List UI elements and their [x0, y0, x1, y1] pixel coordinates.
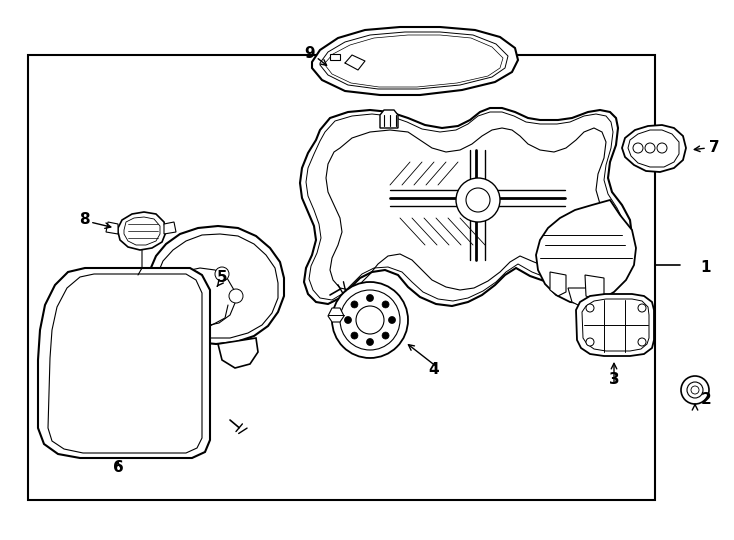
Circle shape	[366, 339, 374, 346]
Circle shape	[657, 143, 667, 153]
Text: 8: 8	[79, 213, 90, 227]
Text: 5: 5	[217, 271, 228, 286]
Bar	[28, 55, 655, 500]
Polygon shape	[576, 294, 654, 356]
Polygon shape	[300, 108, 632, 306]
Circle shape	[466, 188, 490, 212]
Polygon shape	[550, 272, 566, 296]
Circle shape	[382, 301, 389, 308]
Polygon shape	[38, 268, 210, 458]
Polygon shape	[312, 27, 518, 95]
Text: 9: 9	[305, 46, 316, 62]
Circle shape	[691, 386, 699, 394]
Circle shape	[366, 294, 374, 301]
Polygon shape	[330, 54, 340, 60]
Circle shape	[388, 316, 396, 323]
Circle shape	[187, 271, 201, 285]
Text: 1: 1	[701, 260, 711, 275]
Circle shape	[681, 376, 709, 404]
Text: 3: 3	[608, 373, 619, 388]
Circle shape	[456, 178, 500, 222]
Polygon shape	[585, 275, 604, 300]
Text: 6: 6	[112, 461, 123, 476]
Circle shape	[356, 306, 384, 334]
Circle shape	[638, 338, 646, 346]
Circle shape	[586, 304, 594, 312]
Circle shape	[171, 285, 185, 299]
Circle shape	[229, 289, 243, 303]
Text: 7: 7	[709, 140, 719, 156]
Circle shape	[351, 301, 358, 308]
Circle shape	[645, 143, 655, 153]
Polygon shape	[218, 338, 258, 368]
Polygon shape	[118, 212, 166, 250]
Circle shape	[633, 143, 643, 153]
Circle shape	[586, 338, 594, 346]
Circle shape	[687, 382, 703, 398]
Polygon shape	[380, 110, 398, 128]
Circle shape	[332, 282, 408, 358]
Polygon shape	[148, 226, 284, 344]
Polygon shape	[568, 288, 590, 306]
Text: 4: 4	[429, 362, 440, 377]
Circle shape	[215, 267, 229, 281]
Text: 2: 2	[701, 393, 711, 408]
Polygon shape	[106, 222, 118, 234]
Polygon shape	[622, 125, 686, 172]
Polygon shape	[328, 308, 344, 322]
Circle shape	[340, 290, 400, 350]
Polygon shape	[536, 200, 636, 304]
Polygon shape	[164, 222, 176, 234]
Circle shape	[344, 316, 352, 323]
Circle shape	[351, 332, 358, 339]
Circle shape	[382, 332, 389, 339]
Circle shape	[638, 304, 646, 312]
